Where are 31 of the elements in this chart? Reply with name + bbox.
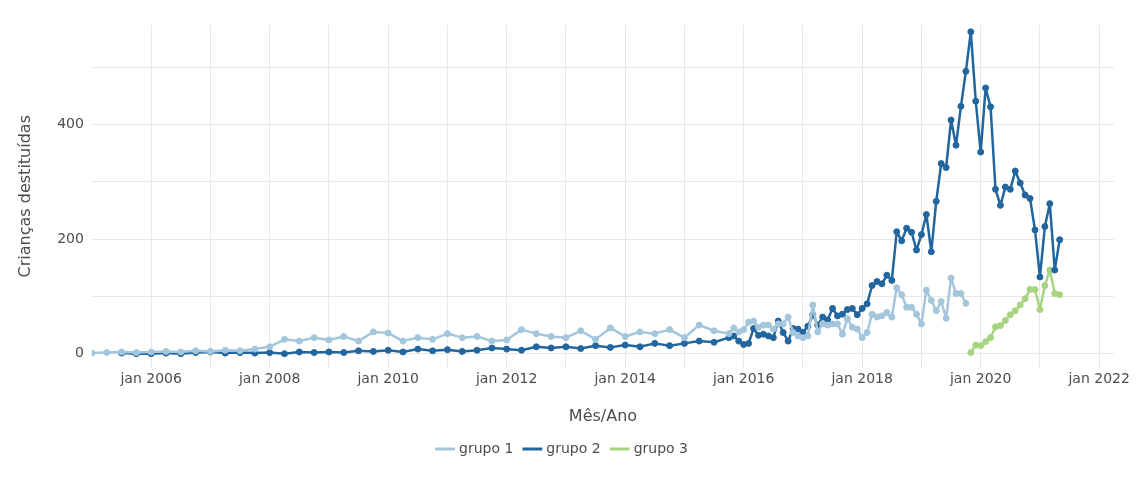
point [1021,295,1029,303]
point [1006,311,1014,319]
point [982,338,990,346]
point [1016,301,1024,309]
point [987,334,995,342]
point [967,349,975,357]
legend-label: grupo 3 [633,439,688,456]
x-tick-label: jan 2020 [948,370,1012,387]
y-tick-label: 0 [75,344,84,361]
point [1001,316,1009,324]
y-tick-label: 200 [57,229,84,246]
point [1041,282,1049,290]
x-tick-label: jan 2014 [593,370,656,387]
point [1056,291,1064,299]
point [977,342,985,350]
legend-label: grupo 2 [546,439,601,456]
y-tick-label: 400 [57,115,84,132]
point [1011,307,1019,315]
point [1031,286,1039,294]
x-tick-label: jan 2010 [356,370,419,387]
x-tick-label: jan 2012 [474,370,538,387]
y-axis-title: Crianças destituídas [14,115,34,278]
x-tick-label: jan 2018 [830,370,893,387]
x-tick-label: jan 2022 [1067,370,1130,387]
x-tick-label: jan 2006 [119,370,182,387]
point [996,322,1004,330]
x-tick-label: jan 2016 [711,370,775,387]
point [1036,306,1044,314]
legend-label: grupo 1 [459,439,514,456]
x-axis-title: Mês/Ano [568,405,638,425]
x-tick-label: jan 2008 [237,370,301,387]
